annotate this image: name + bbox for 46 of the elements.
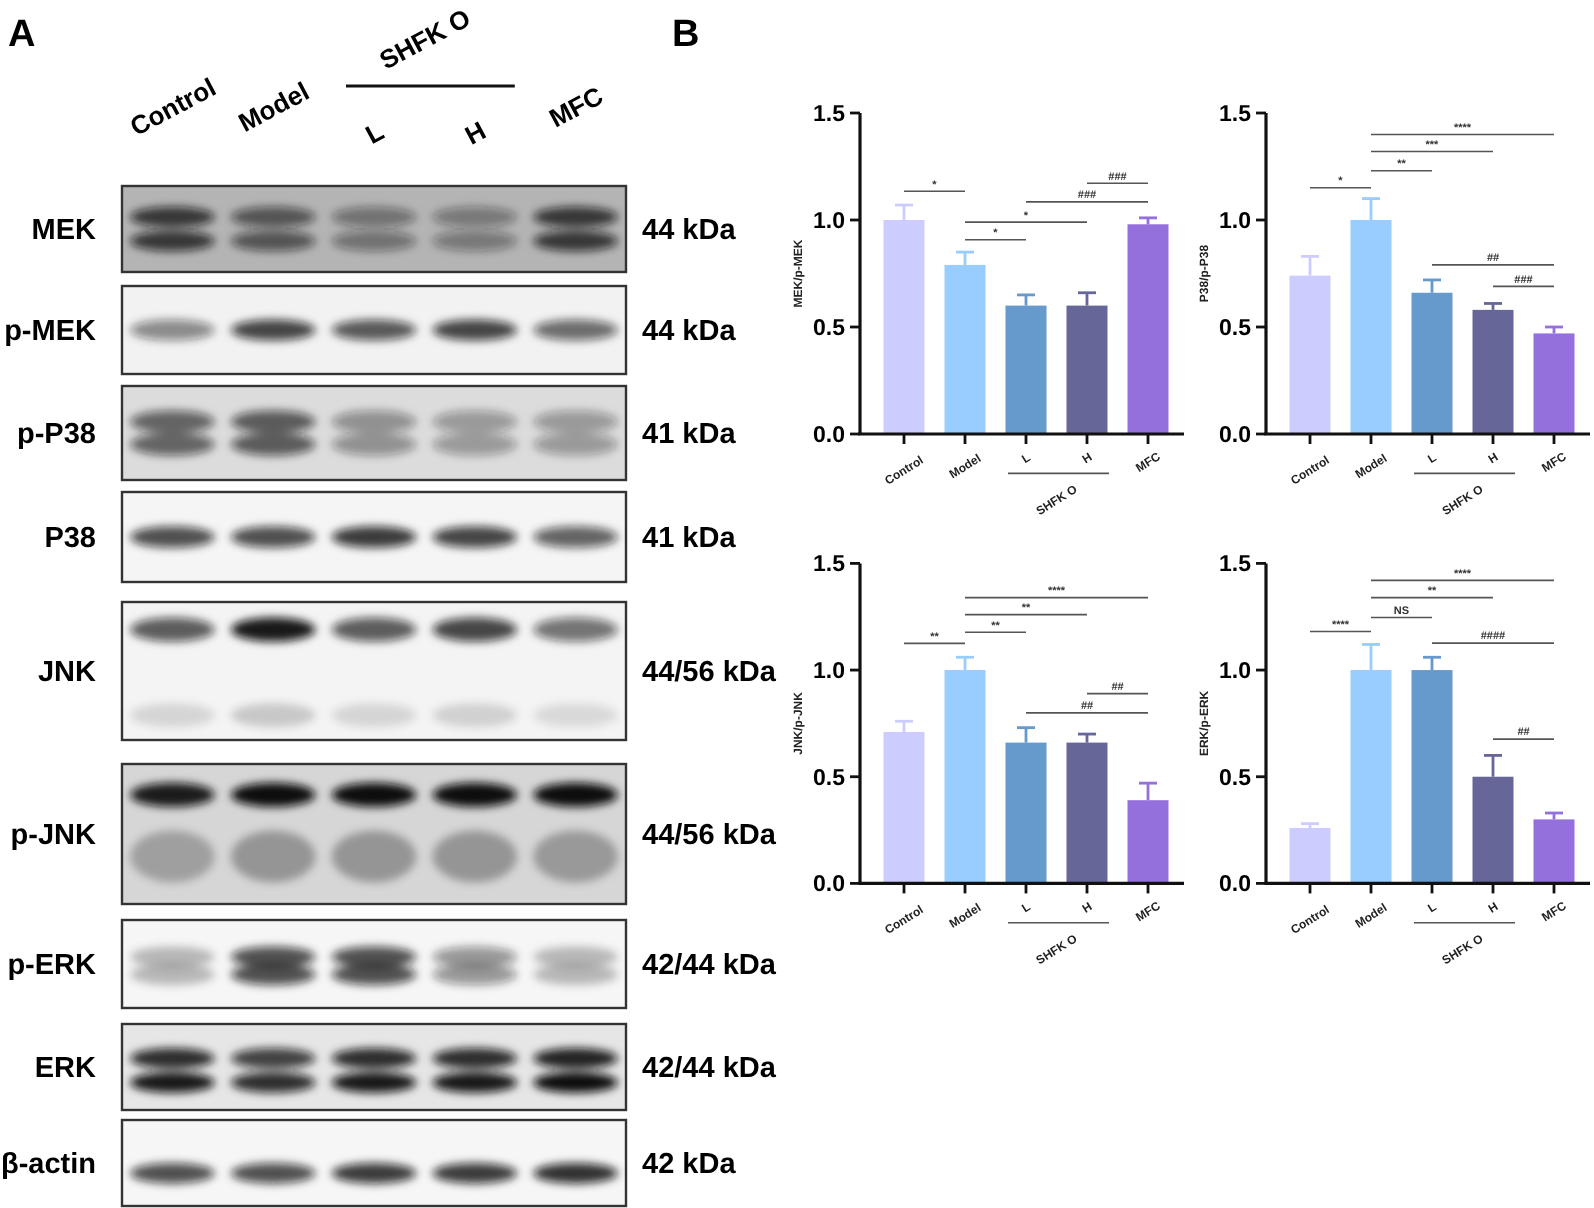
y-tick-label: 1.0 (1219, 210, 1251, 234)
y-tick-label: 0.5 (813, 317, 847, 341)
category-label: p-ERK (7, 950, 96, 982)
y-tick-label: 1.0 (813, 210, 845, 234)
y-tick-label: 1.5 (1219, 553, 1253, 578)
bar (1289, 827, 1331, 884)
category-label: p-JNK (10, 820, 96, 852)
y-tick-label: 0.5 (1219, 766, 1253, 791)
bar (1472, 309, 1514, 434)
bar (1533, 333, 1575, 434)
category-label: 41 kDa (642, 419, 736, 451)
y-tick-label: 1.0 (1219, 660, 1251, 685)
y-tick-label: 1.0 (813, 660, 845, 685)
y-tick-label: 1.5 (813, 103, 847, 127)
bar (1127, 224, 1169, 434)
category-label: 41 kDa (642, 523, 736, 555)
y-tick-label: 1.5 (1219, 103, 1253, 127)
category-label: L (360, 115, 389, 150)
category-label: 44/56 kDa (642, 820, 776, 852)
y-tick-label: 0.0 (1219, 424, 1251, 448)
category-label: MFC (544, 79, 610, 134)
category-label: H (459, 115, 491, 151)
y-tick-label: 0.5 (813, 766, 847, 791)
category-label: p-MEK (4, 316, 96, 348)
bar (1066, 742, 1108, 884)
y-tick-label: 1.5 (813, 553, 847, 578)
category-label: 44/56 kDa (642, 657, 776, 689)
bar (1533, 819, 1575, 884)
category-label: 44 kDa (642, 316, 736, 348)
category-label: 42/44 kDa (642, 950, 776, 982)
y-tick-label: 0.5 (1219, 317, 1253, 341)
bar (883, 731, 925, 884)
category-label: 44 kDa (642, 215, 736, 247)
y-tick-label: 0.0 (813, 873, 845, 898)
y-tick-label: 0.0 (1219, 873, 1251, 898)
text: A (8, 14, 36, 56)
category-label: p-P38 (17, 419, 96, 451)
category-label: P38 (44, 523, 96, 555)
category-label: 42 kDa (642, 1149, 736, 1181)
category-label: 42/44 kDa (642, 1053, 776, 1085)
chart-title: B (672, 14, 700, 56)
category-label: JNK (37, 657, 96, 689)
category-label: ERK (34, 1053, 96, 1085)
category-label: β-actin (0, 1149, 96, 1181)
y-tick-label: 0.0 (813, 424, 845, 448)
category-label: MEK (31, 215, 96, 247)
